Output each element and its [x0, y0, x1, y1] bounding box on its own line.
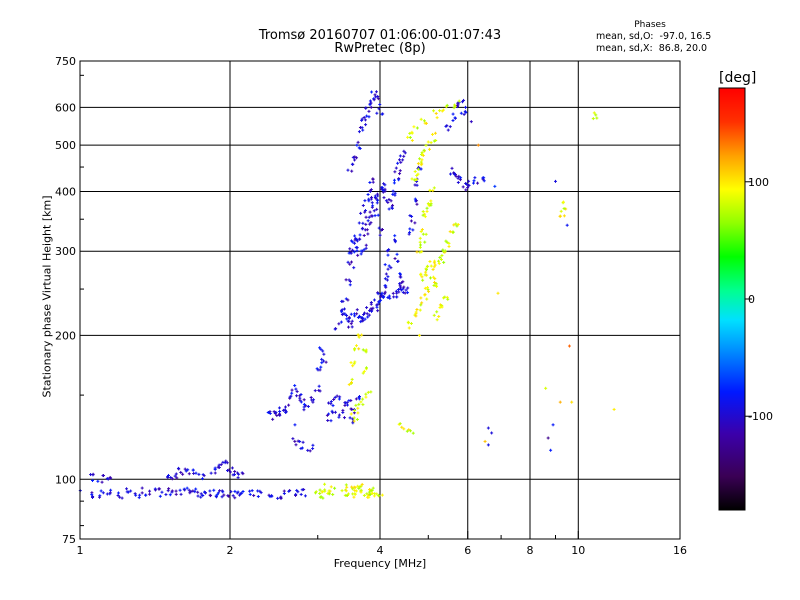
colorbar-tick-label: -100 [748, 410, 773, 423]
x-tick-label: 16 [673, 544, 687, 557]
x-axis-ticks: 1 2 4 6 8 10 16 [77, 531, 687, 557]
y-tick-label: 400 [55, 185, 76, 198]
data-points [78, 90, 616, 501]
y-tick-label: 100 [55, 473, 76, 486]
stats-heading: Phases [634, 20, 666, 30]
y-tick-label: 750 [55, 55, 76, 68]
colorbar-tick-label: 100 [748, 176, 769, 189]
x-tick-label: 10 [571, 544, 585, 557]
chart-title: Tromsø 20160707 01:06:00-01:07:43 [258, 28, 502, 43]
x-tick-label: 1 [77, 544, 84, 557]
x-axis-label: Frequency [MHz] [333, 557, 427, 570]
colorbar-ticks: 100 0 -100 [745, 176, 773, 423]
x-tick-label: 6 [464, 544, 471, 557]
chart-subtitle: RwPretec (8p) [334, 41, 426, 56]
y-tick-label: 200 [55, 329, 76, 342]
colorbar-tick-label: 0 [748, 293, 755, 306]
stats-x-line: mean, sd,X: 86.8, 20.0 [596, 43, 708, 54]
y-tick-label: 500 [55, 139, 76, 152]
y-tick-label: 600 [55, 101, 76, 114]
stats-o-line: mean, sd,O: -97.0, 16.5 [596, 31, 712, 42]
x-tick-label: 2 [227, 544, 234, 557]
y-axis-ticks: 75 100 200 300 400 500 600 750 [55, 55, 84, 546]
x-tick-label: 4 [377, 544, 384, 557]
colorbar-unit: [deg] [719, 70, 757, 86]
y-tick-label: 75 [62, 533, 76, 546]
x-tick-label: 8 [527, 544, 534, 557]
y-tick-label: 300 [55, 245, 76, 258]
colorbar [718, 87, 746, 511]
